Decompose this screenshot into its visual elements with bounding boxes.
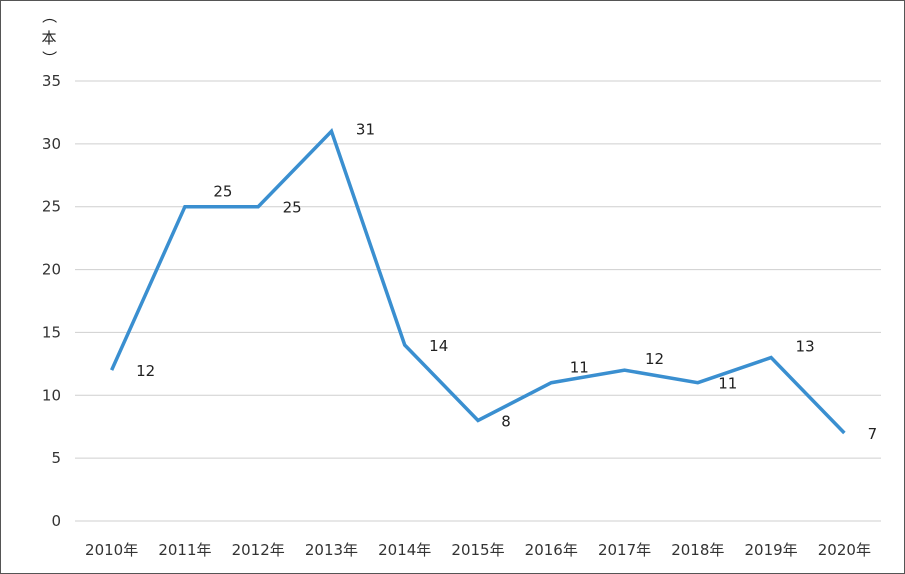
y-tick-label: 25 bbox=[42, 198, 61, 216]
data-label: 8 bbox=[501, 412, 511, 430]
y-axis-unit-label: （ 本 ） bbox=[40, 8, 58, 65]
data-label: 12 bbox=[645, 350, 664, 368]
data-label: 25 bbox=[213, 183, 232, 201]
y-tick-label: 15 bbox=[42, 323, 61, 341]
y-tick-label: 20 bbox=[42, 261, 61, 279]
data-labels: 12 25 25 31 14 8 11 12 11 13 7 bbox=[136, 120, 877, 443]
x-tick-label: 2014年 bbox=[378, 541, 431, 559]
y-tick-label: 0 bbox=[51, 512, 61, 530]
gridlines bbox=[75, 80, 881, 522]
data-label: 11 bbox=[718, 375, 737, 393]
x-tick-label: 2017年 bbox=[598, 541, 651, 559]
x-tick-label: 2015年 bbox=[451, 541, 504, 559]
data-label: 25 bbox=[283, 199, 302, 217]
x-tick-label: 2011年 bbox=[158, 541, 211, 559]
series-layer bbox=[110, 128, 846, 435]
unit-label-close-paren: ） bbox=[40, 50, 58, 65]
x-tick-label: 2012年 bbox=[232, 541, 285, 559]
data-label: 14 bbox=[429, 337, 448, 355]
x-tick-label: 2010年 bbox=[85, 541, 138, 559]
y-tick-label: 30 bbox=[42, 135, 61, 153]
data-label: 11 bbox=[570, 359, 589, 377]
y-tick-label: 10 bbox=[42, 386, 61, 404]
data-label: 7 bbox=[868, 425, 878, 443]
y-axis-ticks: 0 5 10 15 20 25 30 35 bbox=[42, 72, 61, 530]
y-tick-label: 35 bbox=[42, 72, 61, 90]
x-tick-label: 2019年 bbox=[744, 541, 797, 559]
x-tick-label: 2016年 bbox=[525, 541, 578, 559]
series-line bbox=[110, 128, 846, 435]
data-label: 13 bbox=[796, 338, 815, 356]
x-tick-label: 2013年 bbox=[305, 541, 358, 559]
data-label: 12 bbox=[136, 362, 155, 380]
unit-label-open-paren: （ bbox=[40, 8, 58, 23]
x-tick-label: 2020年 bbox=[818, 541, 871, 559]
y-tick-label: 5 bbox=[51, 449, 61, 467]
x-tick-label: 2018年 bbox=[671, 541, 724, 559]
unit-label-char: 本 bbox=[41, 29, 56, 47]
data-label: 31 bbox=[356, 120, 375, 138]
x-axis-ticks: 2010年 2011年 2012年 2013年 2014年 2015年 2016年 2017年… bbox=[85, 541, 871, 559]
